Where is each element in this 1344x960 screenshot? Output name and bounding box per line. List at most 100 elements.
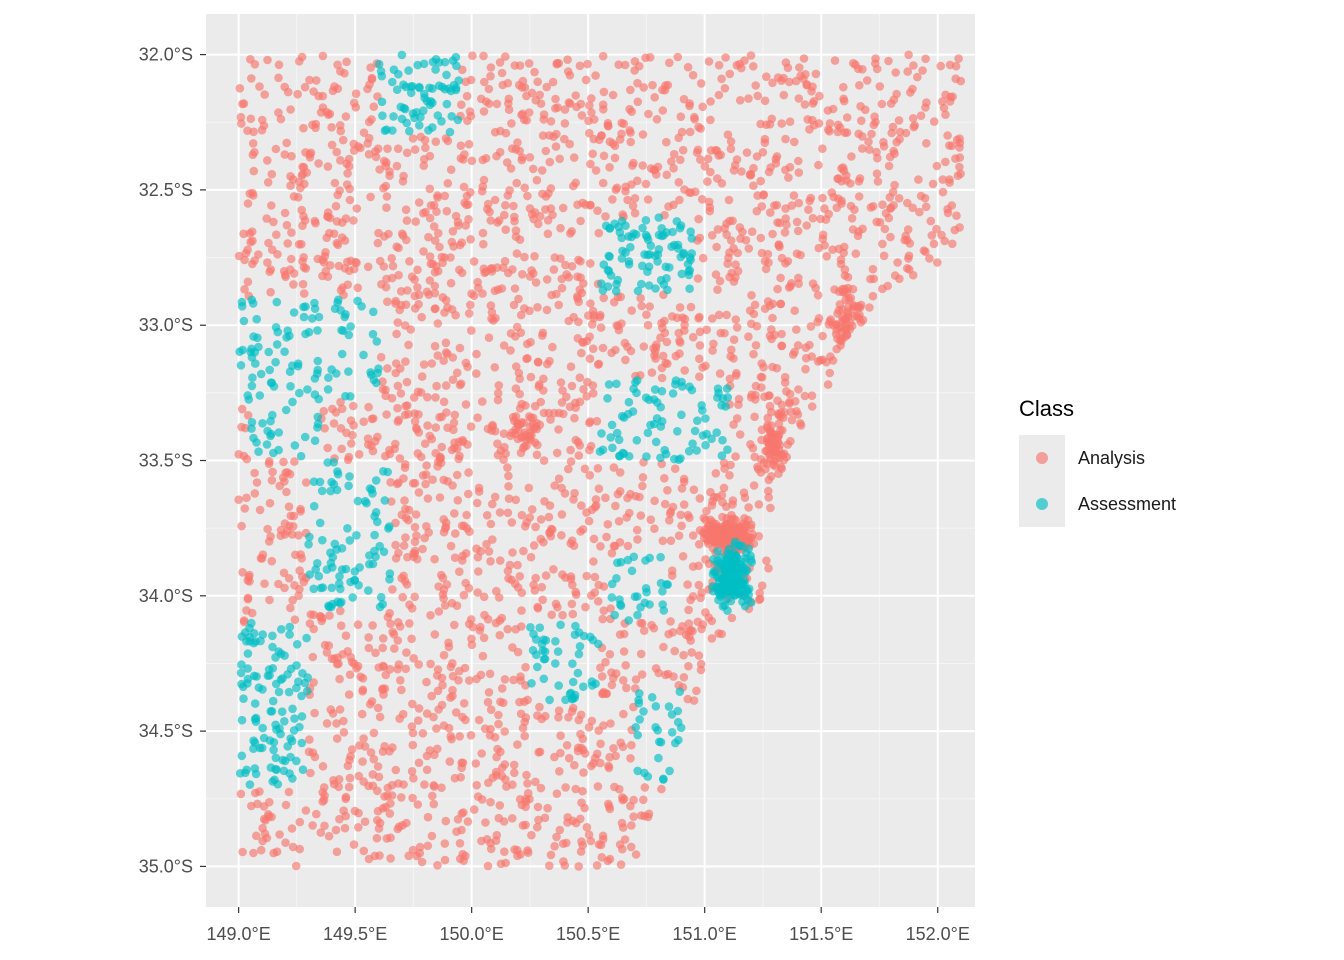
- analysis-point: [642, 310, 651, 319]
- analysis-point: [494, 451, 503, 460]
- analysis-point: [558, 510, 567, 519]
- analysis-point: [504, 79, 513, 88]
- assessment-point: [529, 646, 538, 655]
- analysis-point: [569, 610, 578, 619]
- analysis-point: [585, 830, 594, 839]
- analysis-point: [486, 72, 495, 81]
- analysis-point: [561, 783, 570, 792]
- analysis-point: [285, 502, 294, 511]
- analysis-point: [495, 814, 504, 823]
- analysis-point: [324, 212, 333, 221]
- analysis-point: [933, 162, 942, 171]
- assessment-point: [604, 282, 613, 291]
- analysis-point: [882, 209, 891, 218]
- analysis-point: [236, 84, 245, 93]
- analysis-point: [423, 288, 432, 297]
- analysis-point: [404, 516, 413, 525]
- analysis-point: [483, 511, 492, 520]
- analysis-point: [446, 757, 455, 766]
- assessment-point: [722, 564, 731, 573]
- analysis-point: [449, 227, 458, 236]
- analysis-point: [504, 509, 513, 518]
- analysis-point: [437, 783, 446, 792]
- analysis-point: [342, 793, 351, 802]
- analysis-point: [407, 635, 416, 644]
- analysis-point: [479, 52, 488, 61]
- analysis-point: [689, 333, 698, 342]
- analysis-point: [482, 540, 491, 549]
- analysis-point: [386, 665, 395, 674]
- analysis-point: [265, 798, 274, 807]
- analysis-point: [564, 67, 573, 76]
- analysis-point: [297, 554, 306, 563]
- assessment-point: [295, 389, 304, 398]
- analysis-point: [504, 472, 513, 481]
- analysis-point: [826, 369, 835, 378]
- analysis-point: [279, 458, 288, 467]
- assessment-point: [269, 697, 278, 706]
- assessment-point: [280, 717, 289, 726]
- analysis-point: [647, 164, 656, 173]
- analysis-point: [438, 259, 447, 268]
- analysis-point: [659, 537, 668, 546]
- analysis-point: [781, 166, 790, 175]
- analysis-point: [247, 115, 256, 124]
- analysis-point: [750, 481, 759, 490]
- analysis-point: [574, 334, 583, 343]
- analysis-point: [520, 184, 529, 193]
- analysis-point: [568, 600, 577, 609]
- assessment-point: [654, 250, 663, 259]
- analysis-point: [576, 373, 585, 382]
- analysis-point: [588, 150, 597, 159]
- analysis-point: [675, 336, 684, 345]
- analysis-point: [520, 428, 529, 437]
- analysis-point: [454, 676, 463, 685]
- analysis-point: [768, 314, 777, 323]
- analysis-point: [298, 257, 307, 266]
- analysis-point: [554, 425, 563, 434]
- analysis-point: [598, 853, 607, 862]
- legend: Class Analysis Assessment: [1019, 394, 1249, 527]
- analysis-point: [410, 593, 419, 602]
- analysis-point: [595, 229, 604, 238]
- analysis-point: [712, 243, 721, 252]
- analysis-point: [822, 215, 831, 224]
- assessment-point: [575, 650, 584, 659]
- analysis-point: [638, 482, 647, 491]
- assessment-point: [248, 382, 257, 391]
- assessment-point: [255, 391, 264, 400]
- analysis-point: [586, 201, 595, 210]
- analysis-point: [484, 779, 493, 788]
- analysis-point: [621, 661, 630, 670]
- analysis-point: [662, 138, 671, 147]
- analysis-point: [500, 341, 509, 350]
- analysis-point: [254, 250, 263, 259]
- analysis-point: [928, 231, 937, 240]
- assessment-point: [264, 671, 273, 680]
- assessment-point: [294, 362, 303, 371]
- analysis-point: [717, 75, 726, 84]
- assessment-point: [625, 257, 634, 266]
- analysis-point: [365, 644, 374, 653]
- analysis-point: [616, 468, 625, 477]
- analysis-point: [537, 515, 546, 524]
- analysis-point: [414, 449, 423, 458]
- analysis-point: [804, 205, 813, 214]
- analysis-point: [479, 240, 488, 249]
- assessment-point: [571, 622, 580, 631]
- analysis-point: [495, 381, 504, 390]
- assessment-point: [327, 478, 336, 487]
- analysis-point: [609, 744, 618, 753]
- analysis-point: [764, 487, 773, 496]
- analysis-point: [354, 284, 363, 293]
- analysis-point: [441, 839, 450, 848]
- analysis-point: [809, 214, 818, 223]
- analysis-point: [405, 619, 414, 628]
- analysis-point: [308, 121, 317, 130]
- analysis-point: [684, 627, 693, 636]
- analysis-point: [955, 134, 964, 143]
- analysis-point: [432, 423, 441, 432]
- analysis-point: [529, 269, 538, 278]
- analysis-point: [298, 171, 307, 180]
- analysis-point: [440, 398, 449, 407]
